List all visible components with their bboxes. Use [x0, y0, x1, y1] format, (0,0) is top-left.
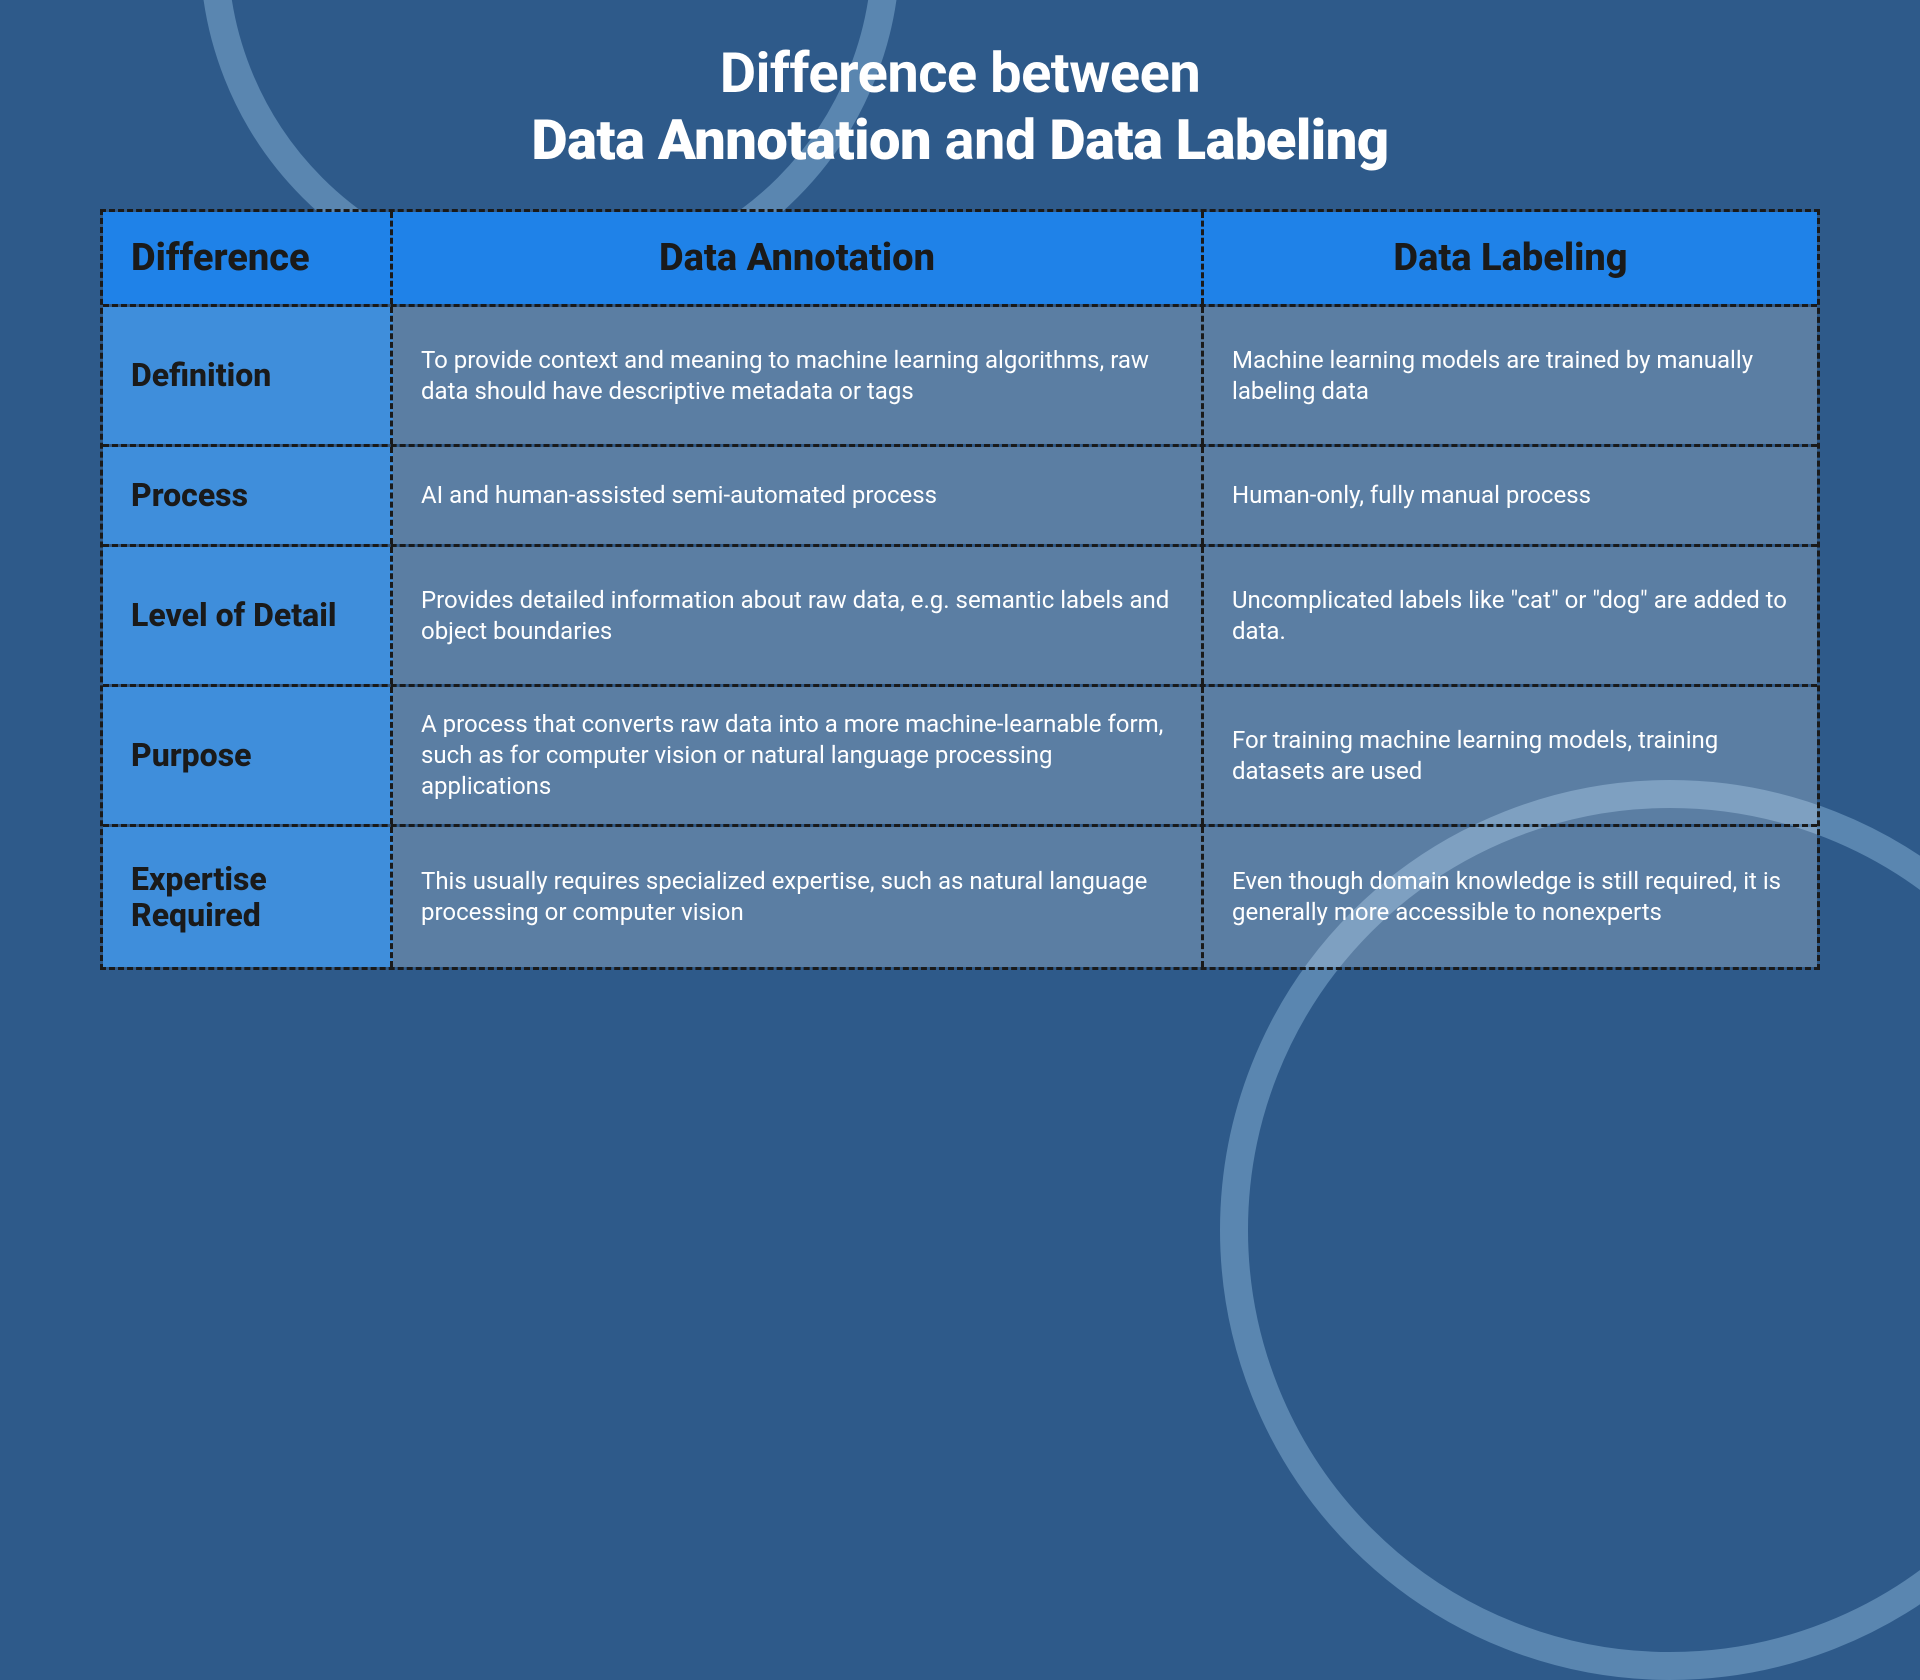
table-row: Level of Detail Provides detailed inform…: [103, 547, 1817, 687]
row-annotation: AI and human-assisted semi-automated pro…: [393, 447, 1204, 544]
row-annotation: To provide context and meaning to machin…: [393, 307, 1204, 444]
row-labeling: Human-only, fully manual process: [1204, 447, 1817, 544]
title-bold-1: Data Annotation: [531, 107, 931, 173]
row-label: Definition: [103, 307, 393, 444]
header-labeling: Data Labeling: [1204, 212, 1817, 304]
title-bold-2: Data Labeling: [1049, 107, 1388, 173]
row-annotation: Provides detailed information about raw …: [393, 547, 1204, 684]
row-label: Expertise Required: [103, 827, 393, 967]
row-label: Process: [103, 447, 393, 544]
table-header-row: Difference Data Annotation Data Labeling: [103, 212, 1817, 307]
header-difference: Difference: [103, 212, 393, 304]
content-wrapper: Difference between Data Annotation and D…: [0, 0, 1920, 970]
comparison-table: Difference Data Annotation Data Labeling…: [100, 209, 1820, 970]
row-labeling: Uncomplicated labels like "cat" or "dog"…: [1204, 547, 1817, 684]
table-row: Definition To provide context and meanin…: [103, 307, 1817, 447]
row-label: Level of Detail: [103, 547, 393, 684]
table-row: Process AI and human-assisted semi-autom…: [103, 447, 1817, 547]
table-row: Expertise Required This usually requires…: [103, 827, 1817, 967]
row-label: Purpose: [103, 687, 393, 824]
table-row: Purpose A process that converts raw data…: [103, 687, 1817, 827]
title-mid: and: [931, 107, 1049, 173]
row-labeling: Machine learning models are trained by m…: [1204, 307, 1817, 444]
title-line1: Difference between: [720, 40, 1201, 106]
row-annotation: This usually requires specialized expert…: [393, 827, 1204, 967]
row-annotation: A process that converts raw data into a …: [393, 687, 1204, 824]
header-annotation: Data Annotation: [393, 212, 1204, 304]
row-labeling: For training machine learning models, tr…: [1204, 687, 1817, 824]
row-labeling: Even though domain knowledge is still re…: [1204, 827, 1817, 967]
page-title: Difference between Data Annotation and D…: [100, 40, 1820, 174]
